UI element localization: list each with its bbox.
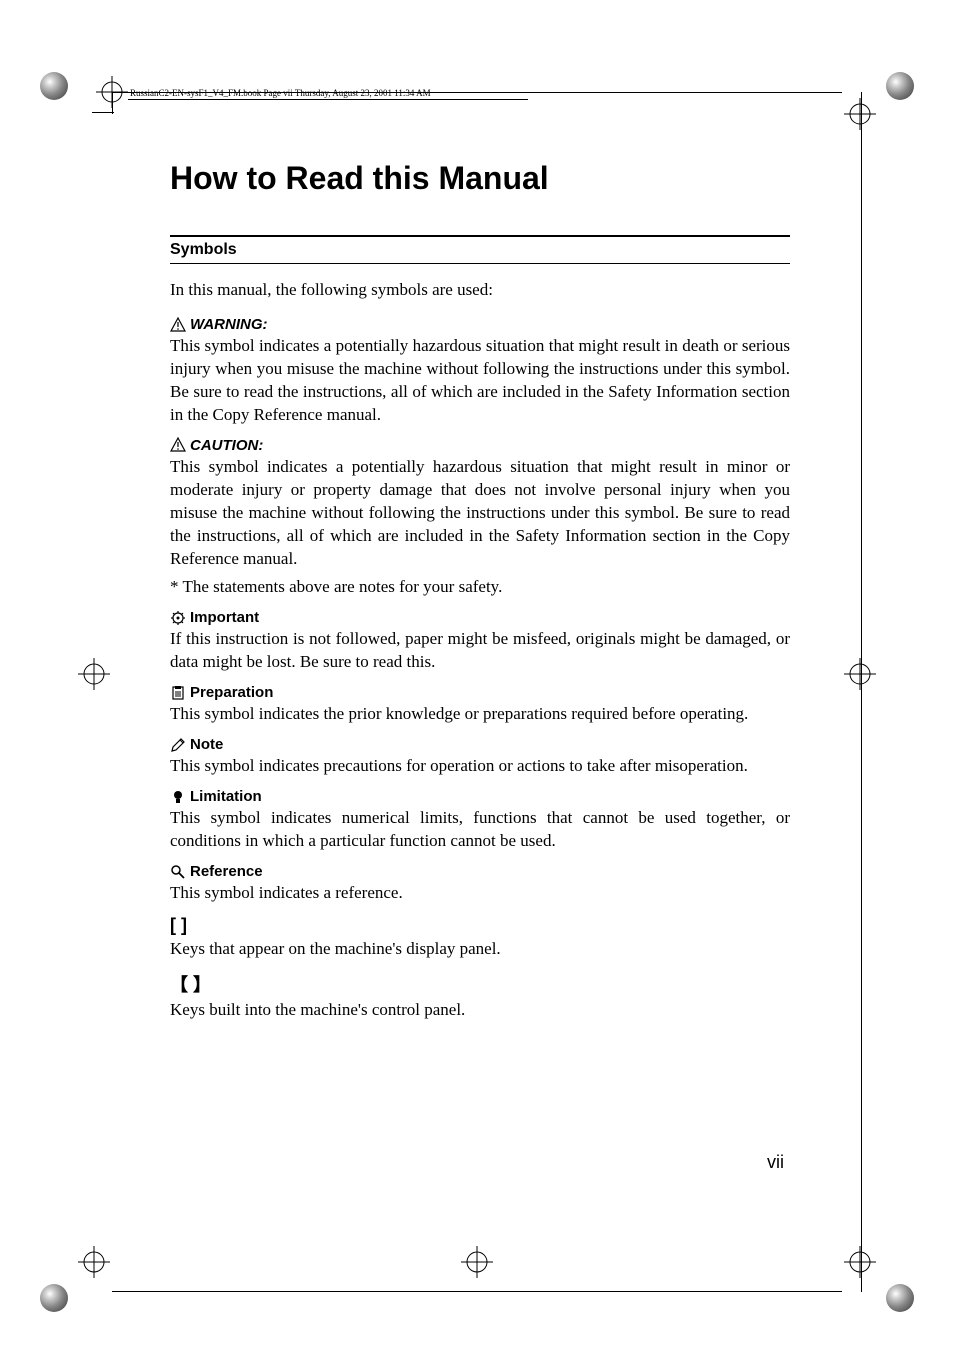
limitation-heading: Limitation xyxy=(170,788,790,805)
display-key-body: Keys that appear on the machine's displa… xyxy=(170,938,790,961)
registration-mark-br xyxy=(844,1246,876,1278)
header-rule xyxy=(128,99,528,100)
warning-label: WARNING: xyxy=(190,316,268,333)
reference-label: Reference xyxy=(190,863,263,880)
page-content: How to Read this Manual Symbols In this … xyxy=(170,160,790,1022)
reference-heading: Reference xyxy=(170,863,790,880)
crop-line xyxy=(92,112,114,113)
important-heading: Important xyxy=(170,609,790,626)
registration-mark-left xyxy=(78,658,110,690)
display-key-brackets: [ ] xyxy=(170,915,790,936)
caution-triangle-icon xyxy=(170,437,186,453)
header-filename: RussianC2-EN-sysF1_V4_FM.book Page vii T… xyxy=(130,88,431,98)
page-number: vii xyxy=(767,1152,784,1173)
warning-heading: WARNING: xyxy=(170,316,790,333)
warning-triangle-icon xyxy=(170,317,186,333)
important-label: Important xyxy=(190,609,259,626)
intro-text: In this manual, the following symbols ar… xyxy=(170,280,790,300)
crop-line xyxy=(861,92,862,1292)
corner-ball-tl xyxy=(40,72,68,100)
preparation-label: Preparation xyxy=(190,684,273,701)
preparation-heading: Preparation xyxy=(170,684,790,701)
limitation-body: This symbol indicates numerical limits, … xyxy=(170,807,790,853)
registration-mark-bl xyxy=(78,1246,110,1278)
caution-heading: CAUTION: xyxy=(170,437,790,454)
caution-footnote: * The statements above are notes for you… xyxy=(170,576,790,599)
registration-mark-bottom xyxy=(461,1246,493,1278)
control-key-body: Keys built into the machine's control pa… xyxy=(170,999,790,1022)
page-title: How to Read this Manual xyxy=(170,160,790,197)
caution-label: CAUTION: xyxy=(190,437,263,454)
control-key-brackets: 【 】 xyxy=(170,971,790,997)
reference-body: This symbol indicates a reference. xyxy=(170,882,790,905)
registration-mark-right xyxy=(844,658,876,690)
crop-line xyxy=(112,1291,842,1292)
crop-line xyxy=(112,92,113,114)
section-heading-symbols: Symbols xyxy=(170,235,790,264)
important-body: If this instruction is not followed, pap… xyxy=(170,628,790,674)
limitation-bulb-icon xyxy=(170,789,186,805)
note-heading: Note xyxy=(170,736,790,753)
warning-body: This symbol indicates a potentially haza… xyxy=(170,335,790,427)
note-body: This symbol indicates precautions for op… xyxy=(170,755,790,778)
preparation-clipboard-icon xyxy=(170,685,186,701)
registration-mark-tr xyxy=(844,98,876,130)
note-label: Note xyxy=(190,736,223,753)
important-gear-icon xyxy=(170,610,186,626)
corner-ball-tr xyxy=(886,72,914,100)
corner-ball-bl xyxy=(40,1284,68,1312)
caution-body: This symbol indicates a potentially haza… xyxy=(170,456,790,571)
preparation-body: This symbol indicates the prior knowledg… xyxy=(170,703,790,726)
note-pencil-icon xyxy=(170,737,186,753)
limitation-label: Limitation xyxy=(190,788,262,805)
reference-magnifier-icon xyxy=(170,864,186,880)
corner-ball-br xyxy=(886,1284,914,1312)
